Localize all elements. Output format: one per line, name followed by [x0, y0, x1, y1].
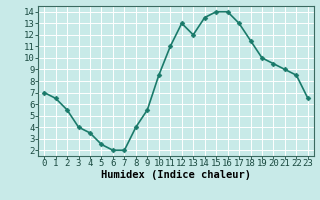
X-axis label: Humidex (Indice chaleur): Humidex (Indice chaleur)	[101, 170, 251, 180]
